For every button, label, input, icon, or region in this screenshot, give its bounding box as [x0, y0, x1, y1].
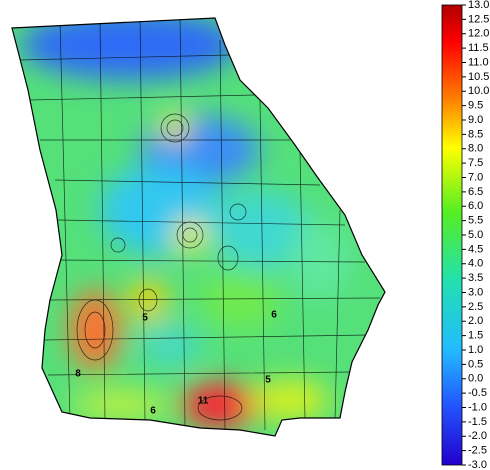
colorbar-ticks: 13.0 12.5 12.0 11.5 11.0 10.5 10.0 9.5 9.0 8.5 8.0… [462, 0, 489, 470]
contour-label: 11 [198, 396, 209, 407]
contour-label: 5 [265, 375, 271, 386]
colorbar-tick-label: 5.0 [468, 229, 483, 241]
colorbar-tick-label: 11.5 [468, 42, 489, 54]
contour-label: 8 [75, 369, 81, 380]
contour-label: 6 [150, 406, 156, 417]
contour-fill [12, 18, 385, 436]
colorbar-tick-label: 9.0 [468, 114, 483, 126]
colorbar-tick-label: 3.0 [468, 286, 483, 298]
colorbar-tick-label: 7.0 [468, 171, 483, 183]
colorbar-tick-label: -0.5 [468, 387, 487, 399]
colorbar-tick-label: 0.0 [468, 373, 483, 385]
colorbar-tick-label: 4.0 [468, 258, 483, 270]
colorbar-tick-label: -1.5 [468, 416, 487, 428]
colorbar-tick-label: 8.5 [468, 128, 483, 140]
colorbar-tick-label: 7.5 [468, 157, 483, 169]
colorbar-tick-label: 9.5 [468, 100, 483, 112]
contour-labels: 8 6 11 5 6 5 [75, 310, 277, 417]
colorbar-tick-label: 6.0 [468, 200, 483, 212]
colorbar-tick-label: 11.0 [468, 56, 489, 68]
colorbar-tick-label: 3.5 [468, 272, 483, 284]
contour-label: 6 [271, 310, 277, 321]
colorbar-tick-label: -1.0 [468, 401, 487, 413]
contour-label: 5 [142, 313, 148, 324]
colorbar [441, 4, 463, 466]
colorbar-tick-label: 8.0 [468, 143, 483, 155]
colorbar-tick-label: 2.5 [468, 301, 483, 313]
colorbar-tick-label: 5.5 [468, 215, 483, 227]
colorbar-tick-label: 0.5 [468, 358, 483, 370]
colorbar-tick-label: -3.0 [468, 459, 487, 470]
colorbar-tick-label: -2.0 [468, 430, 487, 442]
colorbar-tick-label: 6.5 [468, 186, 483, 198]
colorbar-tick-label: 1.5 [468, 330, 483, 342]
colorbar-tick-label: 10.0 [468, 85, 489, 97]
colorbar-tick-label: 13.0 [468, 0, 489, 11]
colorbar-tick-label: -2.5 [468, 445, 487, 457]
colorbar-tick-label: 12.5 [468, 13, 489, 25]
colorbar-tick-label: 12.0 [468, 28, 489, 40]
colorbar-tick-label: 2.0 [468, 315, 483, 327]
colorbar-tick-label: 10.5 [468, 71, 489, 83]
colorbar-tick-label: 4.5 [468, 243, 483, 255]
colorbar-tick-label: 1.0 [468, 344, 483, 356]
